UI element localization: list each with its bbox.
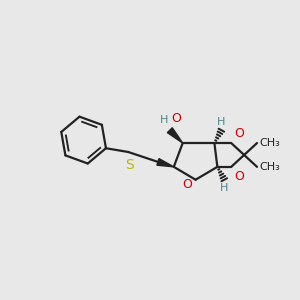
Text: H: H: [160, 115, 168, 125]
Text: H: H: [220, 183, 229, 193]
Polygon shape: [167, 128, 183, 143]
Text: O: O: [183, 178, 193, 191]
Polygon shape: [157, 159, 174, 167]
Text: O: O: [171, 112, 181, 125]
Text: S: S: [125, 158, 134, 172]
Text: CH₃: CH₃: [259, 138, 280, 148]
Text: O: O: [234, 170, 244, 183]
Text: O: O: [234, 127, 244, 140]
Text: CH₃: CH₃: [259, 162, 280, 172]
Text: H: H: [217, 117, 226, 127]
